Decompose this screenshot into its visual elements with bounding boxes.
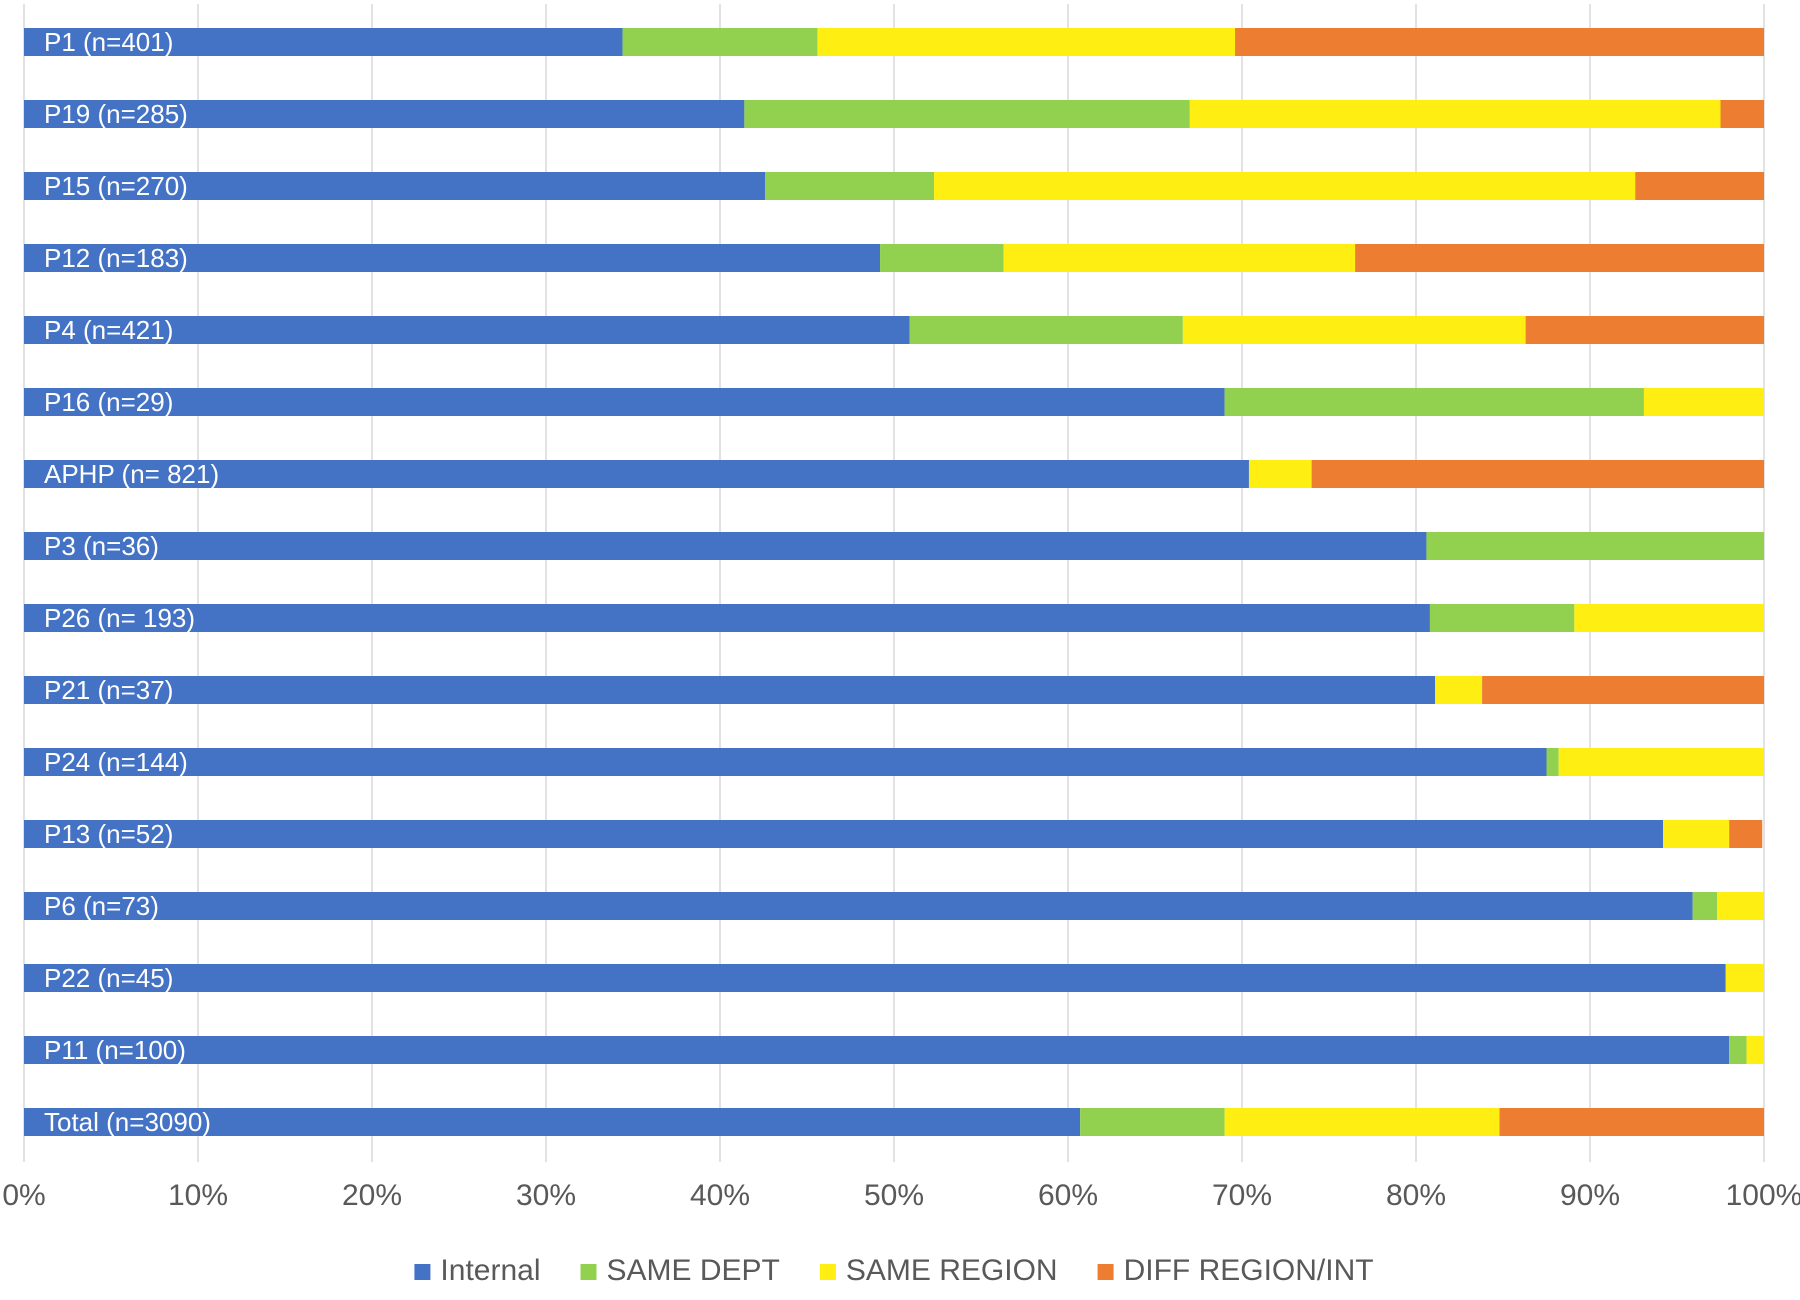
bar-segment (24, 28, 623, 56)
bar-segment (909, 316, 1183, 344)
bar-segment (1003, 244, 1356, 272)
bar-segment (1224, 388, 1644, 416)
bar-segment (1729, 1036, 1747, 1064)
bar-segment (1525, 316, 1764, 344)
bar-segment (24, 1036, 1730, 1064)
category-label: P19 (n=285) (44, 99, 188, 129)
x-tick-label: 90% (1560, 1179, 1620, 1212)
x-tick-label: 70% (1212, 1179, 1272, 1212)
legend-label: Internal (440, 1254, 540, 1287)
category-label: APHP (n= 821) (44, 459, 219, 489)
bar-segment (24, 892, 1693, 920)
bar-segment (765, 172, 935, 200)
bar-segment (24, 748, 1547, 776)
bar-segment (1746, 1036, 1764, 1064)
legend-swatch (580, 1264, 597, 1280)
bar-segment (880, 244, 1004, 272)
bar-segment (1435, 676, 1483, 704)
bar-segment (1235, 28, 1764, 56)
bar-segment (1729, 820, 1763, 848)
x-axis-ticks: 0% 10% 20% 30% 40% 50% 60% 70% 80% 90% 100% (2, 1179, 1800, 1212)
bar-segment (1426, 532, 1764, 560)
bar-segment (1663, 820, 1730, 848)
x-tick-label: 50% (864, 1179, 924, 1212)
x-tick-label: 0% (2, 1179, 45, 1212)
bar-segment (817, 28, 1236, 56)
bar-segment (1725, 964, 1764, 992)
bar-segment (24, 1108, 1081, 1136)
bar-segment (622, 28, 818, 56)
bar-segment (1311, 460, 1764, 488)
bar-segment (1080, 1108, 1225, 1136)
bar-segment (1189, 100, 1721, 128)
bar-segment (1558, 748, 1764, 776)
category-label: P22 (n=45) (44, 963, 173, 993)
legend: Internal SAME DEPT SAME REGION DIFF REGION/… (414, 1254, 1374, 1287)
bar-segment (1720, 100, 1764, 128)
bar-segment (1717, 892, 1764, 920)
bar-segment (24, 676, 1436, 704)
category-label: P1 (n=401) (44, 27, 173, 57)
bar-segment (1499, 1108, 1764, 1136)
category-label: P26 (n= 193) (44, 603, 195, 633)
bar-segment (1224, 1108, 1500, 1136)
category-label: P11 (n=100) (44, 1035, 186, 1065)
category-label: P21 (n=37) (44, 675, 173, 705)
category-label: P13 (n=52) (44, 819, 173, 849)
category-label: P3 (n=36) (44, 531, 159, 561)
category-label: P6 (n=73) (44, 891, 159, 921)
x-tick-label: 10% (168, 1179, 228, 1212)
bar-segment (24, 100, 745, 128)
bar-segment (934, 172, 1636, 200)
x-tick-label: 40% (690, 1179, 750, 1212)
x-tick-label: 100% (1726, 1179, 1800, 1212)
legend-swatch (819, 1264, 836, 1280)
category-label: P24 (n=144) (44, 747, 188, 777)
category-label: Total (n=3090) (44, 1107, 211, 1137)
bar-segment (1182, 316, 1526, 344)
bar-segment (24, 460, 1249, 488)
bar-segment (24, 532, 1427, 560)
bar-segment (24, 316, 910, 344)
bar-segment (24, 604, 1430, 632)
category-label: P16 (n=29) (44, 387, 173, 417)
legend-label: SAME REGION (846, 1254, 1058, 1287)
legend-swatch (414, 1264, 431, 1280)
bar-segment (744, 100, 1190, 128)
legend-label: DIFF REGION/INT (1124, 1254, 1374, 1287)
x-tick-label: 30% (516, 1179, 576, 1212)
bar-segment (1546, 748, 1559, 776)
bar-segment (1574, 604, 1764, 632)
x-tick-label: 20% (342, 1179, 402, 1212)
bar-segment (24, 388, 1225, 416)
category-label: P12 (n=183) (44, 243, 188, 273)
category-label: P15 (n=270) (44, 171, 188, 201)
bars: P1 (n=401) P19 (n=285) P15 (n=270) P12 (n=1… (24, 27, 1764, 1137)
legend-swatch (1097, 1264, 1114, 1280)
bar-segment (24, 244, 881, 272)
legend-label: SAME DEPT (607, 1254, 780, 1287)
bar-segment (1643, 388, 1764, 416)
category-label: P4 (n=421) (44, 315, 173, 345)
bar-segment (24, 820, 1664, 848)
bar-segment (1692, 892, 1718, 920)
bar-segment (1248, 460, 1312, 488)
bar-segment (1355, 244, 1764, 272)
bar-segment (1429, 604, 1575, 632)
bar-segment (24, 964, 1726, 992)
x-tick-label: 60% (1038, 1179, 1098, 1212)
x-tick-label: 80% (1386, 1179, 1446, 1212)
bar-segment (24, 172, 766, 200)
bar-segment (1482, 676, 1764, 704)
bar-segment (1635, 172, 1764, 200)
